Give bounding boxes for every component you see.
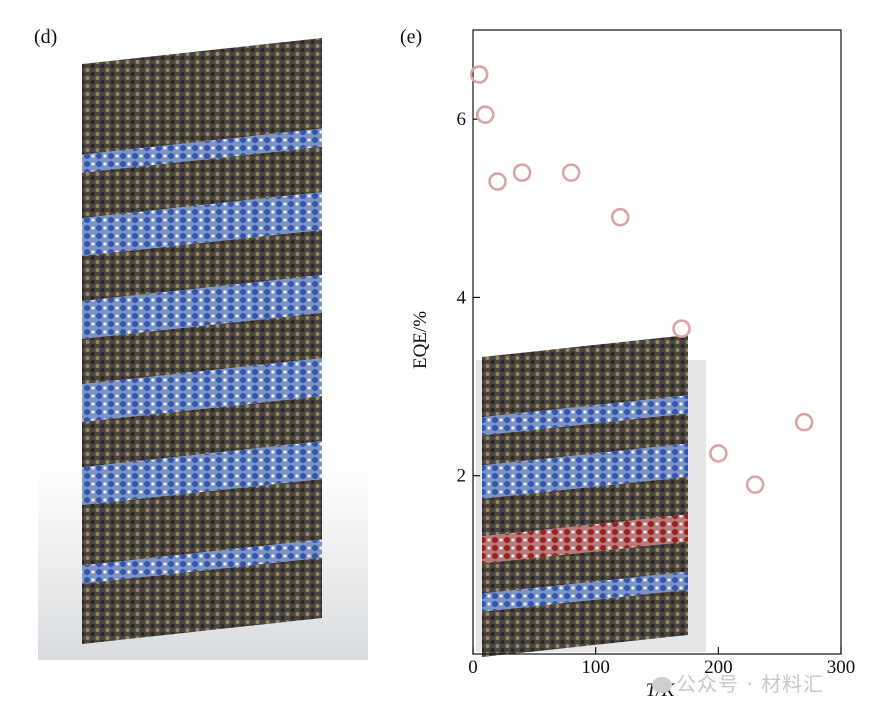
atomic-layer bbox=[482, 443, 688, 499]
data-point bbox=[561, 163, 581, 182]
atomic-layer bbox=[82, 539, 322, 584]
atomic-layer bbox=[82, 128, 322, 173]
atomic-layer bbox=[82, 192, 322, 256]
y-tick-label: 2 bbox=[457, 466, 467, 487]
atomic-layer bbox=[82, 441, 322, 506]
atomic-layer bbox=[482, 589, 688, 657]
plot-frame bbox=[472, 29, 842, 655]
atomic-layer bbox=[482, 476, 688, 537]
wechat-icon bbox=[652, 677, 672, 693]
x-tick-label: 100 bbox=[581, 657, 610, 678]
atomic-layer bbox=[82, 358, 322, 422]
atomic-layer bbox=[82, 479, 322, 566]
inset-layer-stack bbox=[476, 335, 706, 657]
atomic-layer bbox=[482, 335, 688, 418]
y-tick-label: 6 bbox=[457, 109, 467, 130]
axis-ticks: 0 100 200 300 2 4 6 bbox=[457, 109, 856, 678]
panel-label-e: (e) bbox=[400, 26, 423, 48]
atomic-layer bbox=[82, 395, 322, 468]
atomic-layer bbox=[82, 275, 322, 339]
data-point bbox=[512, 163, 532, 182]
tall-layer-stack bbox=[82, 38, 322, 644]
panel-label-d: (d) bbox=[34, 26, 58, 48]
x-tick-label: 0 bbox=[468, 657, 478, 678]
y-tick-label: 4 bbox=[457, 287, 467, 308]
x-tick-label: 300 bbox=[827, 657, 856, 678]
data-points bbox=[469, 65, 814, 494]
data-point bbox=[610, 207, 630, 227]
x-tick-label: 200 bbox=[704, 657, 733, 678]
data-point bbox=[745, 475, 765, 494]
data-point bbox=[794, 412, 814, 432]
data-point bbox=[475, 105, 495, 124]
atomic-layer bbox=[82, 38, 322, 155]
atomic-layer bbox=[482, 541, 688, 594]
atomic-layer bbox=[82, 229, 322, 302]
data-point bbox=[488, 172, 507, 191]
watermark-text: 公众号 · 材料汇 bbox=[676, 672, 825, 696]
atomic-layer bbox=[82, 312, 322, 385]
atomic-layer bbox=[82, 146, 322, 219]
atomic-layer bbox=[482, 413, 688, 466]
atomic-layer bbox=[482, 395, 688, 436]
layered-structure-illustration bbox=[38, 38, 368, 660]
data-point bbox=[709, 444, 728, 463]
data-point bbox=[469, 65, 489, 84]
y-axis-title: EQE/% bbox=[410, 311, 431, 369]
data-point bbox=[672, 319, 691, 338]
watermark: 公众号 · 材料汇 bbox=[652, 668, 824, 697]
atomic-layer bbox=[482, 514, 688, 564]
atomic-layer bbox=[82, 557, 322, 644]
atomic-layer bbox=[482, 571, 688, 612]
